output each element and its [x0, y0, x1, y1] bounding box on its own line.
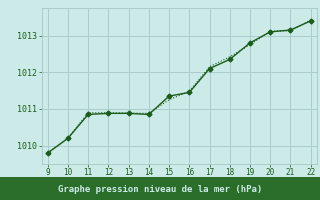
- Text: Graphe pression niveau de la mer (hPa): Graphe pression niveau de la mer (hPa): [58, 185, 262, 194]
